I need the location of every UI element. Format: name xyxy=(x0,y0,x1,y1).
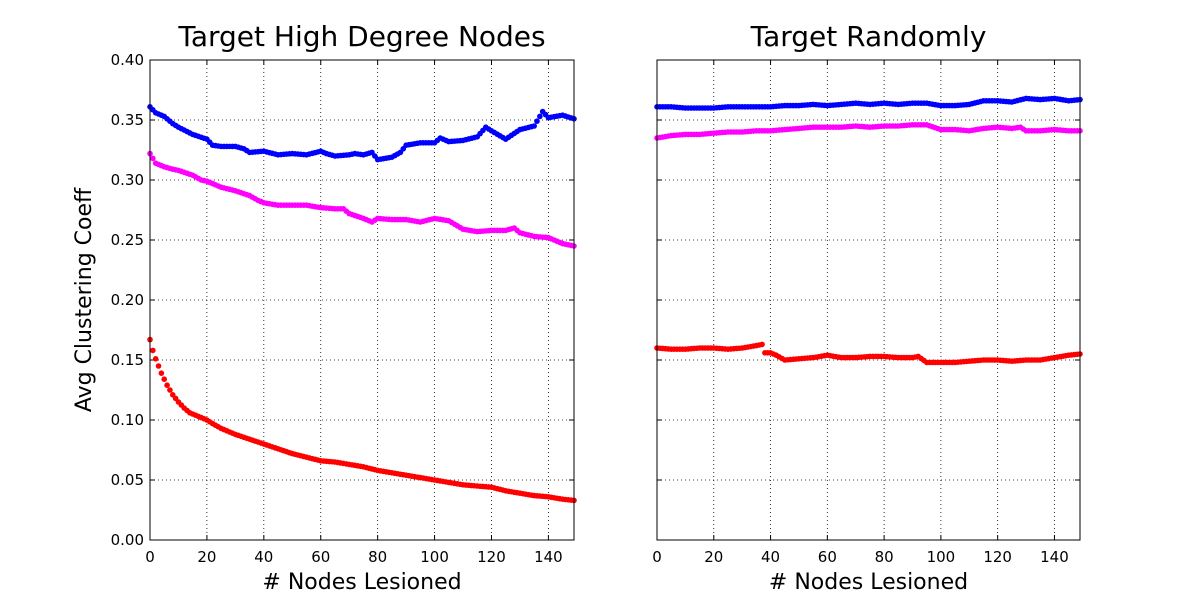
data-point xyxy=(531,123,537,129)
series-0 xyxy=(147,104,577,163)
data-point xyxy=(158,370,165,377)
y-axis-label: Avg Clustering Coeff xyxy=(72,187,97,412)
y-tick-label: 0.10 xyxy=(111,411,144,429)
x-tick-label: 40 xyxy=(761,548,780,566)
y-tick-label: 0.15 xyxy=(111,351,144,369)
x-tick-label: 60 xyxy=(818,548,837,566)
chart-title: Target High Degree Nodes xyxy=(177,20,545,53)
panel-target-high-degree: 0 20 40 60 80 100 120 140 0.00 0.05 0.10 0.15 0.20 0.… xyxy=(72,20,577,595)
data-point xyxy=(152,356,159,362)
y-tick-label: 0.30 xyxy=(111,171,144,189)
plot-frame xyxy=(656,59,1081,541)
x-tick-label: 0 xyxy=(652,548,662,566)
data-point xyxy=(150,155,156,162)
x-tick-label: 40 xyxy=(254,548,273,566)
x-tick-label: 100 xyxy=(420,548,449,566)
data-point xyxy=(759,341,765,348)
series-1 xyxy=(654,122,1083,141)
y-tick-label: 0.00 xyxy=(111,531,144,549)
x-tick-label: 60 xyxy=(311,548,330,566)
x-tick-label: 140 xyxy=(534,548,563,566)
series-2 xyxy=(147,336,577,504)
data-point xyxy=(537,113,543,120)
x-tick-label: 120 xyxy=(983,548,1012,566)
series-1 xyxy=(147,150,577,249)
y-tick-label: 0.35 xyxy=(111,111,144,129)
y-tick-label: 0.40 xyxy=(111,51,144,69)
y-tick-label: 0.05 xyxy=(111,471,144,489)
series-0 xyxy=(654,95,1083,111)
data-point xyxy=(155,363,162,369)
x-tick-label: 100 xyxy=(927,548,956,566)
data-point xyxy=(150,347,156,354)
x-tick-label: 140 xyxy=(1040,548,1069,566)
x-tick-label: 80 xyxy=(875,548,894,566)
data-point xyxy=(161,376,168,383)
x-axis-label: # Nodes Lesioned xyxy=(262,570,461,595)
panel-target-randomly: 0 20 40 60 80 100 120 140 Target Randomly # Nodes… xyxy=(652,20,1083,595)
chart-title: Target Randomly xyxy=(750,20,987,53)
y-tick-label: 0.20 xyxy=(111,291,144,309)
data-point xyxy=(534,118,540,124)
x-tick-label: 120 xyxy=(477,548,506,566)
x-tick-label: 80 xyxy=(368,548,387,566)
x-tick-label: 20 xyxy=(197,548,216,566)
y-tick-label: 0.25 xyxy=(111,231,144,249)
plot-frame xyxy=(149,59,575,541)
x-tick-label: 0 xyxy=(145,548,155,566)
series-2 xyxy=(654,341,1083,366)
data-point xyxy=(167,387,173,393)
data-point xyxy=(164,382,170,389)
x-axis-label: # Nodes Lesioned xyxy=(769,570,968,595)
x-tick-label: 20 xyxy=(704,548,723,566)
